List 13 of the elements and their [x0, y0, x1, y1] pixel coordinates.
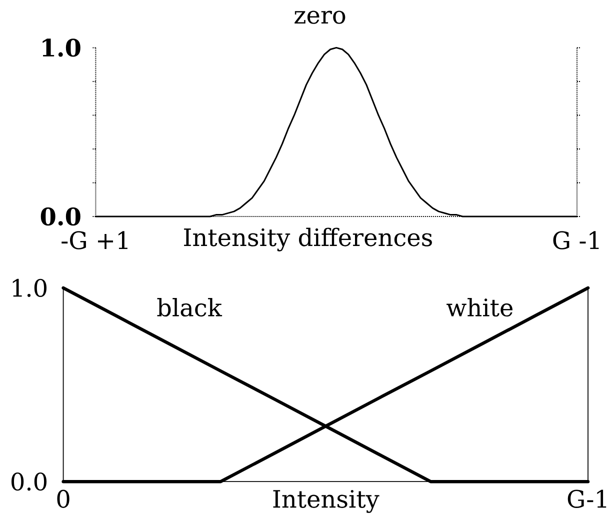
x-tick-label: G-1 [568, 490, 606, 508]
x-axis-title: Intensity [273, 490, 380, 513]
x-tick-label: 0 [57, 490, 70, 508]
y-tick-label: 1.0 [12, 278, 46, 297]
series-label: zero [294, 10, 346, 24]
x-axis-title: Intensity differences [184, 228, 432, 252]
x-tick-label: G -1 [553, 231, 599, 250]
y-tick-label: 0.0 [12, 472, 46, 491]
x-tick-label: -G +1 [62, 231, 128, 250]
y-tick-label: 1.0 [42, 38, 80, 57]
series-label: black [157, 298, 222, 317]
y-tick-label: 0.0 [40, 207, 80, 226]
series-label: white [446, 298, 512, 317]
